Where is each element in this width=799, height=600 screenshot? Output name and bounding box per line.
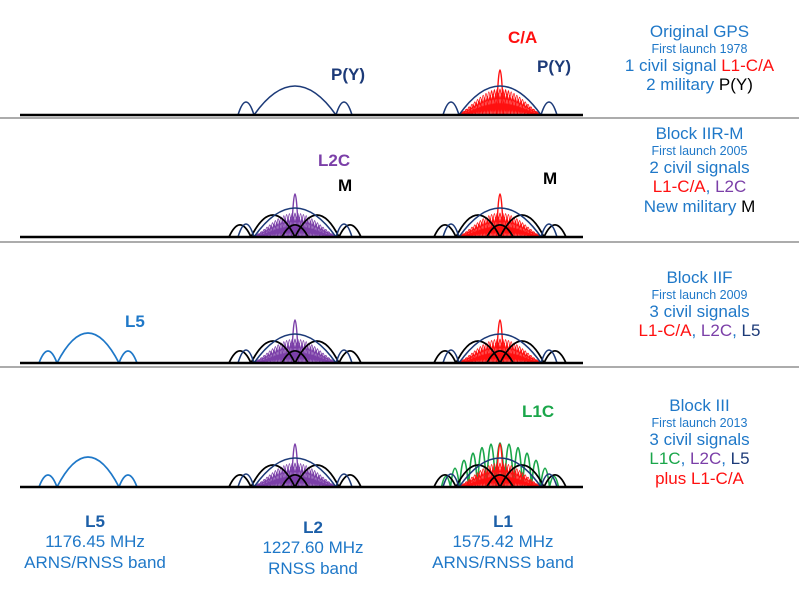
text-segment: 3 civil signals xyxy=(649,301,750,321)
text-segment: L2C xyxy=(690,449,722,469)
text-segment: 2 civil signals xyxy=(649,157,750,177)
p-y-spectrum-l1 xyxy=(442,333,558,364)
p-y-spectrum-l1 xyxy=(442,85,558,116)
text-segment: 2 military xyxy=(646,75,719,95)
band-description: ARNS/RNSS band xyxy=(24,552,166,572)
ca-spectrum-l1-spike xyxy=(495,193,505,238)
ca-spectrum-l1-spike xyxy=(495,319,505,364)
generation-subtitle: First launch 1978 xyxy=(651,41,748,56)
generation-subtitle: First launch 2009 xyxy=(651,287,748,302)
m-code-spectrum-l1 xyxy=(433,464,567,488)
text-segment: P(Y) xyxy=(718,75,753,95)
text-segment: 1 civil signal xyxy=(624,55,722,75)
generation-line5: plus L1-C/A xyxy=(600,469,799,489)
p-y-spectrum-l2 xyxy=(237,333,353,364)
l5-spectrum xyxy=(38,456,138,488)
band-frequency: 1227.60 MHz xyxy=(262,538,364,558)
m-code-spectrum-l1 xyxy=(433,340,567,364)
p-y-spectrum-l2 xyxy=(237,457,353,488)
p-y-spectrum-l2 xyxy=(237,85,353,116)
l2c-spectrum-spike xyxy=(290,193,300,238)
ca-spectrum-l1-spike xyxy=(495,443,505,488)
band-l2: L2 1227.60 MHz RNSS band xyxy=(228,518,398,579)
text-segment: L5 xyxy=(730,449,750,469)
generation-line3: 1 civil signal L1-C/A xyxy=(600,56,799,76)
generation-line4: L1-C/A, L2C xyxy=(600,177,799,197)
generation-line4: 2 military P(Y) xyxy=(600,75,799,95)
l2c-label: L2C xyxy=(318,151,350,170)
text-segment: , xyxy=(721,449,731,469)
p-y-spectrum-l2 xyxy=(237,207,353,238)
text-segment: L5 xyxy=(741,321,761,341)
p-y-l2-label: P(Y) xyxy=(331,65,365,84)
band-name: L1 xyxy=(493,512,513,531)
text-segment: L2C xyxy=(700,321,733,341)
m-l2-label: M xyxy=(338,176,352,195)
text-segment: L1C xyxy=(649,449,681,469)
text-segment: M xyxy=(741,197,756,217)
text-segment: plus L1-C/A xyxy=(655,469,744,489)
text-segment: L1-C/A xyxy=(638,321,692,341)
text-segment: , xyxy=(680,449,691,469)
text-segment: , xyxy=(705,177,716,197)
text-segment: L1-C/A xyxy=(652,177,706,197)
generation-title: Block III xyxy=(669,396,730,415)
ca-label: C/A xyxy=(508,28,537,47)
band-frequency: 1575.42 MHz xyxy=(452,532,554,552)
m-l1-label: M xyxy=(543,169,557,188)
generation-title: Block IIF xyxy=(666,268,733,287)
band-description: RNSS band xyxy=(268,558,358,578)
generation-title: Block IIR-M xyxy=(655,124,744,143)
band-l5: L5 1176.45 MHz ARNS/RNSS band xyxy=(10,512,180,573)
text-segment: L1-C/A xyxy=(721,55,775,75)
generation-line3: 2 civil signals xyxy=(600,158,799,178)
p-y-spectrum-l1 xyxy=(442,207,558,238)
m-code-spectrum-l1 xyxy=(433,214,567,238)
l5-label: L5 xyxy=(125,312,145,331)
p-y-spectrum-l1 xyxy=(442,457,558,488)
m-code-spectrum-l2 xyxy=(228,214,362,238)
generation-title: Original GPS xyxy=(649,22,750,41)
l2c-spectrum-spike xyxy=(290,319,300,364)
band-name: L5 xyxy=(85,512,105,531)
generation-line3: 3 civil signals xyxy=(600,302,799,322)
generation-line4: L1C, L2C, L5 xyxy=(600,449,799,469)
generation-original-gps: Original GPS First launch 1978 1 civil s… xyxy=(600,22,799,95)
band-frequency: 1176.45 MHz xyxy=(45,532,145,552)
m-code-spectrum-l2 xyxy=(228,464,362,488)
generation-block-iif: Block IIF First launch 2009 3 civil sign… xyxy=(600,268,799,341)
text-segment: , xyxy=(691,321,701,341)
band-name: L2 xyxy=(303,518,323,537)
generation-line5: New military M xyxy=(600,197,799,217)
p-y-l1-label: P(Y) xyxy=(537,57,571,76)
l1c-spectrum xyxy=(440,442,560,488)
band-l1: L1 1575.42 MHz ARNS/RNSS band xyxy=(418,512,588,573)
m-code-spectrum-l2 xyxy=(228,340,362,364)
l2c-spectrum-spike xyxy=(290,443,300,488)
generation-block-iii: Block III First launch 2013 3 civil sign… xyxy=(600,396,799,489)
generation-block-iir-m: Block IIR-M First launch 2005 2 civil si… xyxy=(600,124,799,217)
text-segment: 3 civil signals xyxy=(649,429,750,449)
generation-subtitle: First launch 2005 xyxy=(651,143,748,158)
l1c-label: L1C xyxy=(522,402,554,421)
text-segment: , xyxy=(732,321,742,341)
generation-subtitle: First launch 2013 xyxy=(651,415,748,430)
signal-labels-group: P(Y) C/A P(Y) L2C M M L5 L1C xyxy=(125,28,571,421)
l5-spectrum xyxy=(38,332,138,364)
text-segment: New military xyxy=(643,197,742,217)
band-description: ARNS/RNSS band xyxy=(432,552,574,572)
text-segment: L2C xyxy=(715,177,747,197)
ca-spectrum-l1-spike xyxy=(495,69,505,116)
generation-line4: L1-C/A, L2C, L5 xyxy=(600,321,799,341)
baselines-group xyxy=(20,113,583,489)
generation-line3: 3 civil signals xyxy=(600,430,799,450)
spectra-group xyxy=(0,69,799,488)
